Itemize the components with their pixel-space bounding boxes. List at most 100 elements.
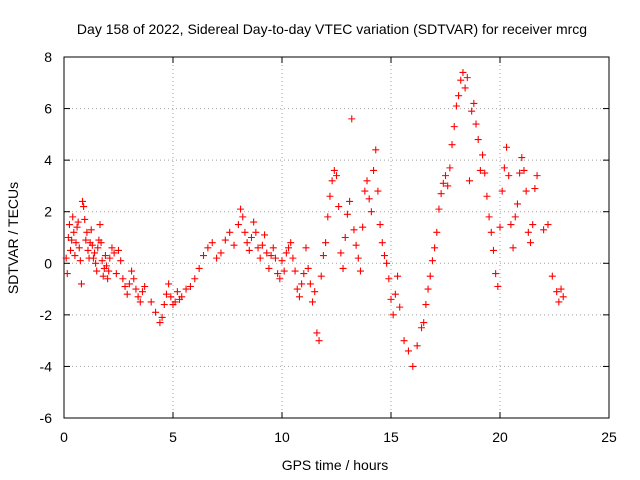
data-point xyxy=(333,172,340,180)
data-point xyxy=(396,303,404,311)
data-point xyxy=(295,293,303,301)
data-point xyxy=(459,68,467,76)
data-point xyxy=(92,259,100,267)
data-point xyxy=(400,337,408,345)
data-point xyxy=(234,221,242,229)
data-point xyxy=(173,288,181,296)
data-point xyxy=(152,308,160,316)
data-point xyxy=(524,228,532,236)
data-point xyxy=(450,123,458,131)
data-point xyxy=(420,319,428,327)
data-point xyxy=(245,246,253,254)
data-point xyxy=(485,213,493,221)
data-point xyxy=(195,264,203,272)
data-point xyxy=(282,249,290,257)
data-point xyxy=(87,226,95,234)
data-point xyxy=(267,252,275,260)
data-point xyxy=(171,298,179,306)
data-point xyxy=(130,275,138,283)
data-point xyxy=(74,218,82,226)
data-point xyxy=(276,275,284,283)
data-point xyxy=(494,282,502,290)
data-point xyxy=(343,210,351,218)
data-point xyxy=(93,267,101,275)
data-point xyxy=(518,154,526,162)
data-point xyxy=(289,254,297,262)
data-point xyxy=(132,285,140,293)
data-point xyxy=(104,275,112,283)
data-point xyxy=(505,172,513,180)
data-point xyxy=(302,244,310,252)
data-point xyxy=(378,239,386,247)
data-point xyxy=(481,169,489,177)
data-point xyxy=(160,301,168,309)
data-point xyxy=(136,298,144,306)
data-point xyxy=(117,257,125,265)
data-point xyxy=(339,264,347,272)
data-point xyxy=(147,298,155,306)
data-point xyxy=(522,187,530,195)
data-point xyxy=(311,288,319,296)
data-point xyxy=(319,252,327,260)
data-point xyxy=(452,102,460,110)
data-point xyxy=(306,280,314,288)
data-point xyxy=(337,249,345,257)
data-point xyxy=(247,234,255,241)
y-tick-label: 8 xyxy=(44,49,52,65)
chart-title: Day 158 of 2022, Sidereal Day-to-day VTE… xyxy=(77,21,587,37)
data-point xyxy=(324,213,332,221)
data-point xyxy=(204,244,212,252)
data-point xyxy=(509,244,517,252)
data-point xyxy=(70,228,78,236)
data-point xyxy=(287,239,295,247)
data-point xyxy=(513,200,521,208)
x-tick-label: 10 xyxy=(274,429,290,445)
data-point xyxy=(309,298,317,306)
data-point xyxy=(426,272,434,280)
data-point xyxy=(492,270,500,278)
data-point xyxy=(138,288,146,296)
data-point xyxy=(498,187,506,195)
y-tick-label: -2 xyxy=(40,307,53,323)
data-point xyxy=(261,231,269,239)
data-point xyxy=(487,228,495,236)
data-point xyxy=(101,252,109,260)
data-point xyxy=(531,185,539,193)
data-point xyxy=(119,275,127,283)
data-point xyxy=(383,259,391,267)
data-point xyxy=(328,177,336,185)
x-axis-label: GPS time / hours xyxy=(282,457,389,473)
data-point xyxy=(94,244,102,252)
data-point xyxy=(391,290,399,298)
data-point xyxy=(437,190,445,198)
data-point xyxy=(479,151,487,159)
data-point xyxy=(83,228,91,236)
data-point xyxy=(474,136,482,144)
data-point xyxy=(162,290,170,298)
data-point xyxy=(555,298,563,306)
data-point xyxy=(221,236,229,244)
data-point xyxy=(285,244,293,252)
data-point xyxy=(125,280,133,288)
data-point xyxy=(346,197,354,205)
data-point xyxy=(529,221,537,229)
data-point xyxy=(115,246,122,254)
data-point xyxy=(476,166,484,174)
data-point xyxy=(67,246,75,254)
data-point xyxy=(200,252,208,260)
data-point xyxy=(89,254,97,262)
data-point xyxy=(191,275,199,283)
y-tick-label: 0 xyxy=(44,255,52,271)
data-point xyxy=(88,241,96,249)
x-tick-label: 0 xyxy=(60,429,68,445)
data-point xyxy=(75,244,83,252)
data-point xyxy=(365,195,373,203)
data-point xyxy=(123,290,131,298)
data-point xyxy=(322,239,330,247)
data-point xyxy=(156,319,164,327)
data-point xyxy=(424,285,432,293)
x-tick-label: 20 xyxy=(492,429,508,445)
data-point xyxy=(374,187,382,195)
data-point xyxy=(291,267,299,275)
data-point xyxy=(293,285,301,293)
